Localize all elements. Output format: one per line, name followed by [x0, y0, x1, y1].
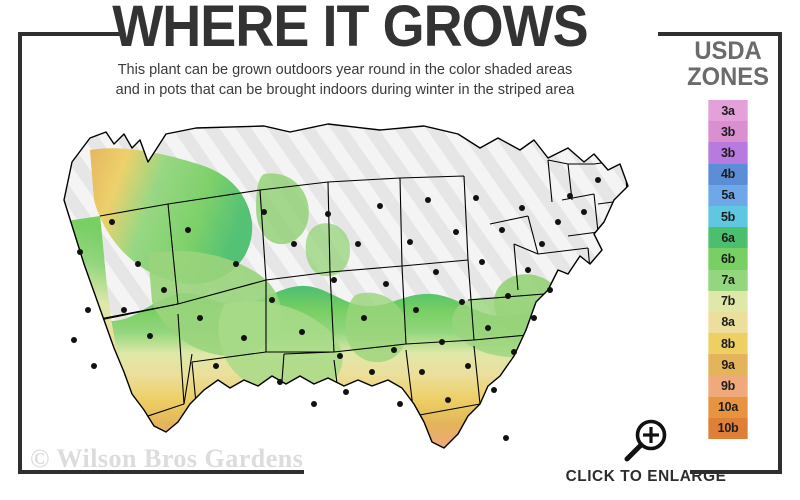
- legend-title: USDA ZONES: [675, 38, 781, 90]
- frame-bottom-left-segment: [18, 470, 304, 474]
- map-country-outline: [63, 123, 629, 449]
- map-container[interactable]: [28, 104, 668, 454]
- subtitle: This plant can be grown outdoors year ro…: [30, 60, 660, 100]
- zone-swatch-9b[interactable]: 9b: [708, 375, 748, 397]
- zone-swatch-3b[interactable]: 3b: [708, 121, 748, 143]
- click-to-enlarge-control[interactable]: CLICK TO ENLARGE: [556, 418, 736, 486]
- frame-top-left-segment: [18, 32, 124, 36]
- zone-swatch-5a[interactable]: 5a: [708, 184, 748, 206]
- zone-swatch-3b[interactable]: 3b: [708, 142, 748, 164]
- frame-bottom-right-segment: [690, 470, 782, 474]
- zone-swatch-7a[interactable]: 7a: [708, 269, 748, 291]
- usa-zone-map[interactable]: [28, 104, 668, 454]
- zone-swatch-6b[interactable]: 6b: [708, 248, 748, 270]
- page-title: WHERE IT GROWS: [112, 0, 588, 59]
- zone-swatch-6a[interactable]: 6a: [708, 227, 748, 249]
- usda-zones-legend: USDA ZONES 3a 3b 3b 4b 5a 5b 6a 6b 7a 7b 8a 8b 9a 9b 1…: [672, 38, 784, 439]
- map-city-dots: [71, 177, 601, 441]
- zone-swatch-8b[interactable]: 8b: [708, 333, 748, 355]
- zone-swatch-7b[interactable]: 7b: [708, 290, 748, 312]
- legend-title-line-1: USDA: [694, 37, 762, 65]
- zone-swatch-5b[interactable]: 5b: [708, 205, 748, 228]
- subtitle-line-2: and in pots that can be brought indoors …: [115, 82, 575, 98]
- zone-swatch-list: 3a 3b 3b 4b 5a 5b 6a 6b 7a 7b 8a 8b 9a 9b 10a 10b: [708, 100, 748, 439]
- zone-swatch-10b[interactable]: 10b: [708, 417, 748, 439]
- zone-swatch-8a[interactable]: 8a: [708, 311, 748, 334]
- zone-swatch-4b[interactable]: 4b: [708, 163, 748, 185]
- frame-top-right-segment: [658, 32, 782, 36]
- legend-title-line-2: ZONES: [687, 63, 769, 91]
- zone-swatch-10a[interactable]: 10a: [708, 396, 748, 418]
- subtitle-line-1: This plant can be grown outdoors year ro…: [117, 62, 573, 78]
- watermark: © Wilson Bros Gardens: [30, 444, 304, 473]
- magnifier-plus-icon[interactable]: [619, 418, 673, 464]
- frame-left-segment: [18, 32, 22, 474]
- zone-swatch-9a[interactable]: 9a: [708, 354, 748, 376]
- click-to-enlarge-label[interactable]: CLICK TO ENLARGE: [565, 468, 727, 485]
- frame-right-segment: [778, 32, 782, 474]
- zone-swatch-3a[interactable]: 3a: [708, 100, 748, 122]
